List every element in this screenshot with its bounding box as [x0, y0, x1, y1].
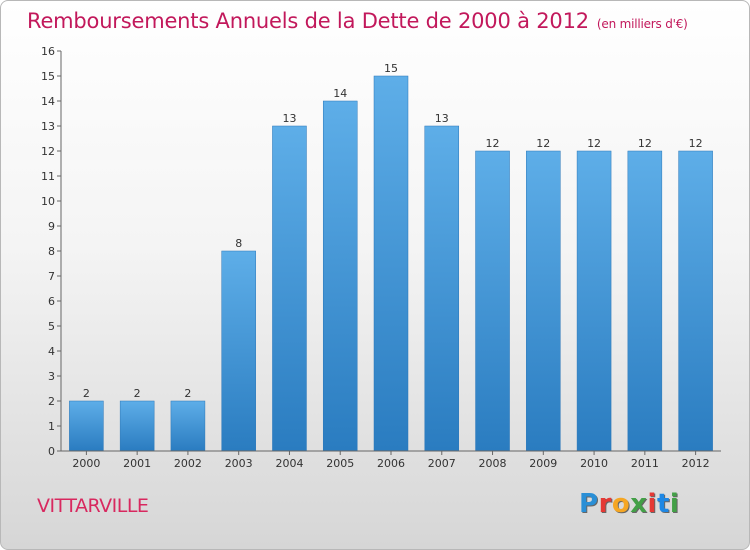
y-tick-label: 4	[48, 345, 55, 358]
x-tick-label: 2007	[428, 457, 456, 470]
x-tick-label: 2005	[326, 457, 354, 470]
y-tick-label: 11	[41, 170, 55, 183]
y-tick-label: 2	[48, 395, 55, 408]
x-tick-label: 2010	[580, 457, 608, 470]
x-tick-label: 2011	[631, 457, 659, 470]
y-tick-label: 3	[48, 370, 55, 383]
data-label: 2	[83, 387, 90, 400]
bar	[119, 400, 155, 452]
x-tick-label: 2002	[174, 457, 202, 470]
bar	[272, 125, 307, 452]
logo-letter: i	[669, 489, 680, 519]
data-label: 12	[486, 137, 500, 150]
logo-letter: x	[630, 489, 648, 519]
chart-title: Remboursements Annuels de la Dette de 20…	[27, 9, 688, 33]
logo-letter: o	[611, 489, 631, 519]
x-tick-label: 2003	[225, 457, 253, 470]
bars-group: 2 2 2 8 13 14 15 13 12 12 12 12 12	[69, 62, 713, 452]
bar	[678, 150, 713, 452]
title-unit: (en milliers d'€)	[596, 17, 688, 31]
bar	[322, 100, 358, 452]
bar	[373, 75, 409, 452]
x-tick-label: 2000	[72, 457, 100, 470]
y-tick-label: 10	[41, 195, 55, 208]
city-name: VITTARVILLE	[37, 495, 149, 517]
data-label: 15	[384, 62, 398, 75]
data-label: 12	[638, 137, 652, 150]
logo-letter: P	[579, 489, 599, 519]
bar	[475, 150, 510, 452]
bar	[221, 250, 256, 452]
y-tick-label: 7	[48, 270, 55, 283]
data-label: 14	[333, 87, 347, 100]
data-label: 2	[184, 387, 191, 400]
data-label: 12	[587, 137, 601, 150]
y-tick-label: 12	[41, 145, 55, 158]
y-tick-label: 9	[48, 220, 55, 233]
y-tick-label: 8	[48, 245, 55, 258]
bar	[69, 400, 104, 452]
title-text: Remboursements Annuels de la Dette de 20…	[27, 9, 589, 33]
y-tick-label: 1	[48, 420, 55, 433]
logo-letter: r	[598, 489, 612, 519]
x-tick-label: 2009	[529, 457, 557, 470]
bar	[526, 150, 561, 452]
data-label: 12	[536, 137, 550, 150]
data-label: 13	[282, 112, 296, 125]
y-tick-label: 14	[41, 95, 55, 108]
logo-letter: i	[647, 489, 657, 519]
bar	[576, 150, 612, 452]
logo-letter: t	[656, 489, 670, 519]
proxiti-logo: Proxiti	[579, 489, 679, 519]
x-tick-label: 2008	[479, 457, 507, 470]
data-label: 2	[134, 387, 141, 400]
x-tick-label: 2012	[682, 457, 710, 470]
x-tick-label: 2001	[123, 457, 151, 470]
y-tick-label: 13	[41, 120, 55, 133]
y-tick-label: 16	[41, 45, 55, 58]
data-label: 8	[235, 237, 242, 250]
y-tick-label: 6	[48, 295, 55, 308]
bar	[424, 125, 460, 452]
x-tick-label: 2004	[275, 457, 303, 470]
data-label: 12	[689, 137, 703, 150]
y-tick-label: 0	[48, 445, 55, 458]
data-label: 13	[435, 112, 449, 125]
bar	[627, 150, 663, 452]
y-tick-label: 15	[41, 70, 55, 83]
y-tick-label: 5	[48, 320, 55, 333]
bar	[170, 400, 206, 452]
x-tick-label: 2006	[377, 457, 405, 470]
